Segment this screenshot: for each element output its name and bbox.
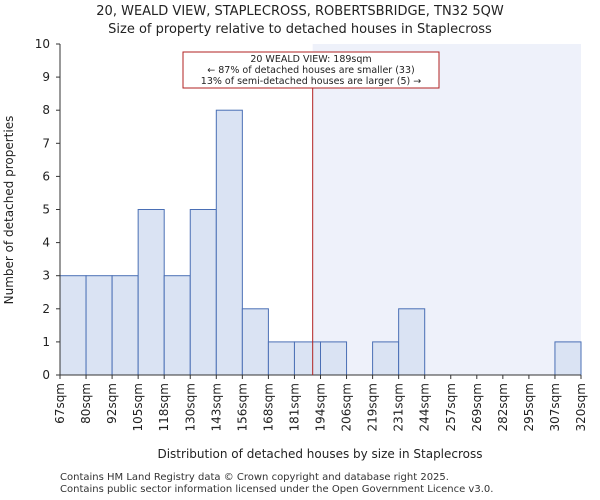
annotation-line-2: ← 87% of detached houses are smaller (33… — [207, 65, 414, 76]
x-tick-label-168sqm: 168sqm — [261, 383, 275, 431]
y-tick-label-6: 6 — [42, 169, 50, 183]
x-tick-label-156sqm: 156sqm — [235, 383, 249, 431]
x-tick-label-320sqm: 320sqm — [574, 383, 588, 431]
plot-area: 0 1 2 3 4 5 6 7 8 9 10 67sqm 80sqm 92sqm 105sqm 118sqm 1… — [35, 37, 588, 431]
annotation-box — [182, 51, 440, 89]
bar-307sqm — [554, 341, 582, 376]
x-tick-label-105sqm: 105sqm — [131, 383, 145, 431]
bar-80sqm — [85, 275, 113, 376]
y-tick-label-2: 2 — [42, 302, 50, 316]
bar-130sqm — [189, 209, 217, 376]
x-tick-label-257sqm: 257sqm — [444, 383, 458, 431]
x-tick-label-295sqm: 295sqm — [522, 383, 536, 431]
x-tick-label-92sqm: 92sqm — [105, 383, 119, 424]
y-tick-label-10: 10 — [35, 37, 50, 51]
x-tick-label-67sqm: 67sqm — [53, 383, 67, 424]
y-tick-label-1: 1 — [42, 335, 50, 349]
x-tick-label-118sqm: 118sqm — [157, 383, 171, 431]
bar-231sqm — [398, 308, 426, 376]
bar-156sqm — [241, 308, 269, 376]
y-tick-label-8: 8 — [42, 103, 50, 117]
bar-118sqm — [163, 275, 191, 376]
chart-subtitle: Size of property relative to detached ho… — [108, 22, 492, 37]
annotation-line-1: 20 WEALD VIEW: 189sqm — [250, 54, 371, 65]
bar-143sqm — [215, 109, 243, 376]
y-axis-label: Number of detached properties — [2, 116, 16, 305]
footer-copyright: Contains HM Land Registry data © Crown c… — [60, 472, 449, 483]
x-tick-label-269sqm: 269sqm — [470, 383, 484, 431]
x-tick-label-307sqm: 307sqm — [548, 383, 562, 431]
bar-67sqm — [59, 275, 87, 376]
x-tick-label-80sqm: 80sqm — [79, 383, 93, 424]
bar-219sqm — [372, 341, 400, 376]
bar-105sqm — [137, 209, 165, 376]
x-tick-label-244sqm: 244sqm — [418, 383, 432, 431]
y-tick-label-3: 3 — [42, 269, 50, 283]
y-tick-label-0: 0 — [42, 368, 50, 382]
y-tick-label-5: 5 — [42, 203, 50, 217]
x-tick-label-130sqm: 130sqm — [183, 383, 197, 431]
bar-168sqm — [267, 341, 295, 376]
x-tick-label-194sqm: 194sqm — [314, 383, 328, 431]
x-tick-label-206sqm: 206sqm — [340, 383, 354, 431]
footer-licence: Contains public sector information licen… — [60, 484, 494, 495]
highlight-region — [312, 44, 581, 375]
x-tick-label-181sqm: 181sqm — [287, 383, 301, 431]
y-tick-label-9: 9 — [42, 70, 50, 84]
x-tick-label-143sqm: 143sqm — [209, 383, 223, 431]
bar-181sqm — [293, 341, 322, 376]
x-tick-label-219sqm: 219sqm — [366, 383, 380, 431]
y-tick-label-7: 7 — [42, 136, 50, 150]
x-tick-label-231sqm: 231sqm — [392, 383, 406, 431]
chart-title: 20, WEALD VIEW, STAPLECROSS, ROBERTSBRID… — [96, 4, 504, 19]
y-tick-label-4: 4 — [42, 236, 50, 250]
x-axis-label: Distribution of detached houses by size … — [157, 447, 482, 461]
bar-194sqm — [320, 341, 348, 376]
x-tick-label-282sqm: 282sqm — [496, 383, 510, 431]
annotation-line-3: 13% of semi-detached houses are larger (… — [201, 76, 421, 87]
bar-92sqm — [111, 275, 139, 376]
